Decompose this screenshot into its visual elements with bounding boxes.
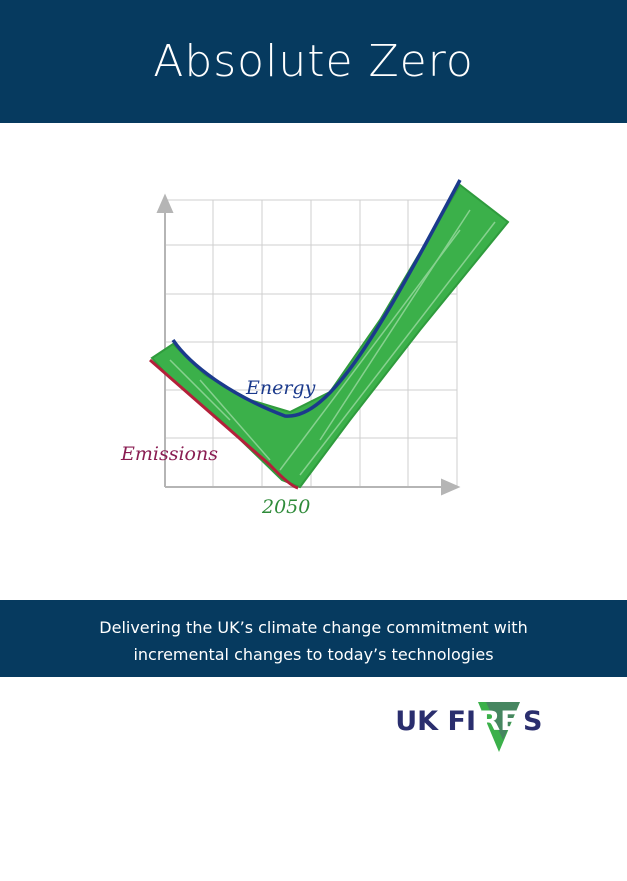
subtitle-band: Delivering the UK’s climate change commi… [0, 600, 627, 677]
scribble [169, 209, 496, 476]
energy-label: Energy [245, 377, 316, 399]
emissions-label: Emissions [120, 443, 218, 465]
axes [156, 193, 461, 496]
logo-shade [486, 702, 520, 740]
energy-line [171, 179, 462, 418]
logo-text: UK FI [395, 706, 476, 737]
subtitle-line: incremental changes to today’s technolog… [133, 645, 494, 664]
header: Absolute Zero [0, 0, 627, 123]
graphic: Energy Emissions 2050 [120, 179, 510, 518]
logo-text: S [523, 706, 542, 737]
emissions-line [149, 358, 299, 490]
subtitle-line: Delivering the UK’s climate change commi… [99, 618, 528, 637]
logo-text: RE [479, 706, 518, 737]
check-fill [150, 183, 510, 489]
title: Absolute Zero [153, 36, 474, 87]
year-label: 2050 [261, 496, 310, 518]
logo-triangle [478, 702, 520, 752]
